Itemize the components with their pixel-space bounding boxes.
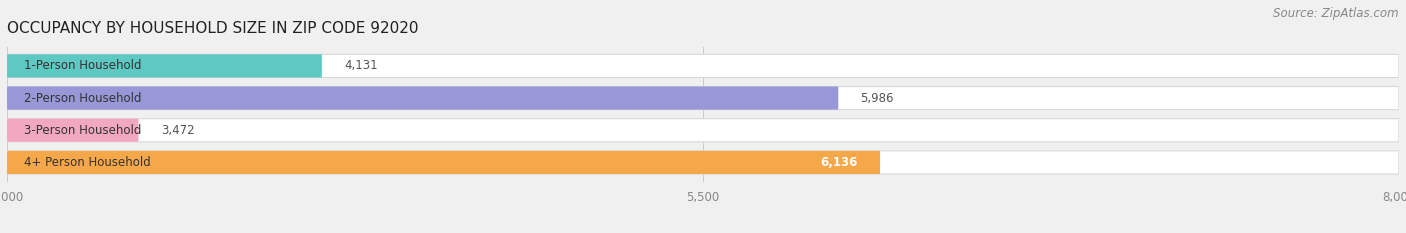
Text: Source: ZipAtlas.com: Source: ZipAtlas.com	[1274, 7, 1399, 20]
Text: 2-Person Household: 2-Person Household	[24, 92, 141, 105]
FancyBboxPatch shape	[7, 151, 880, 174]
Text: 4+ Person Household: 4+ Person Household	[24, 156, 150, 169]
Text: 4,131: 4,131	[344, 59, 378, 72]
Text: 1-Person Household: 1-Person Household	[24, 59, 141, 72]
FancyBboxPatch shape	[7, 151, 1399, 174]
FancyBboxPatch shape	[7, 86, 838, 110]
Text: OCCUPANCY BY HOUSEHOLD SIZE IN ZIP CODE 92020: OCCUPANCY BY HOUSEHOLD SIZE IN ZIP CODE …	[7, 21, 419, 36]
FancyBboxPatch shape	[7, 86, 1399, 110]
Text: 5,986: 5,986	[860, 92, 894, 105]
FancyBboxPatch shape	[7, 54, 322, 78]
FancyBboxPatch shape	[7, 54, 1399, 78]
Text: 6,136: 6,136	[821, 156, 858, 169]
FancyBboxPatch shape	[7, 119, 1399, 142]
FancyBboxPatch shape	[7, 119, 138, 142]
Text: 3-Person Household: 3-Person Household	[24, 124, 141, 137]
Text: 3,472: 3,472	[160, 124, 194, 137]
